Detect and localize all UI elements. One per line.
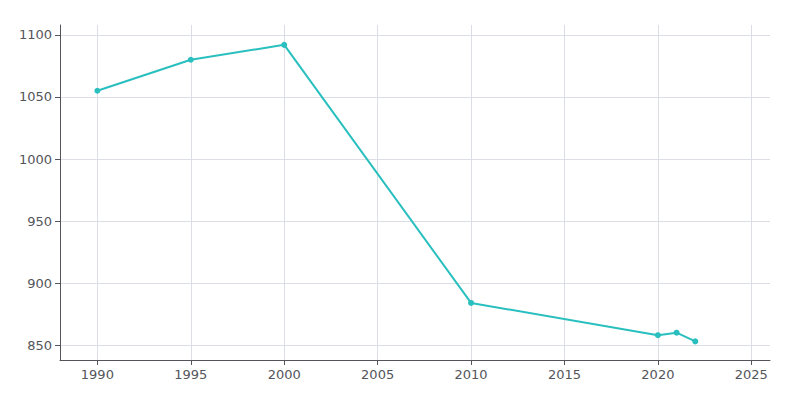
svg-text:2005: 2005 — [361, 367, 394, 382]
svg-text:1000: 1000 — [19, 152, 52, 167]
svg-text:2015: 2015 — [548, 367, 581, 382]
svg-text:2025: 2025 — [735, 367, 768, 382]
svg-text:2010: 2010 — [455, 367, 488, 382]
svg-text:1050: 1050 — [19, 89, 52, 104]
svg-text:2000: 2000 — [268, 367, 301, 382]
svg-text:850: 850 — [27, 338, 52, 353]
svg-text:1995: 1995 — [174, 367, 207, 382]
svg-text:900: 900 — [27, 276, 52, 291]
svg-text:1100: 1100 — [19, 27, 52, 42]
svg-text:2020: 2020 — [641, 367, 674, 382]
svg-text:950: 950 — [27, 214, 52, 229]
svg-text:1990: 1990 — [81, 367, 114, 382]
